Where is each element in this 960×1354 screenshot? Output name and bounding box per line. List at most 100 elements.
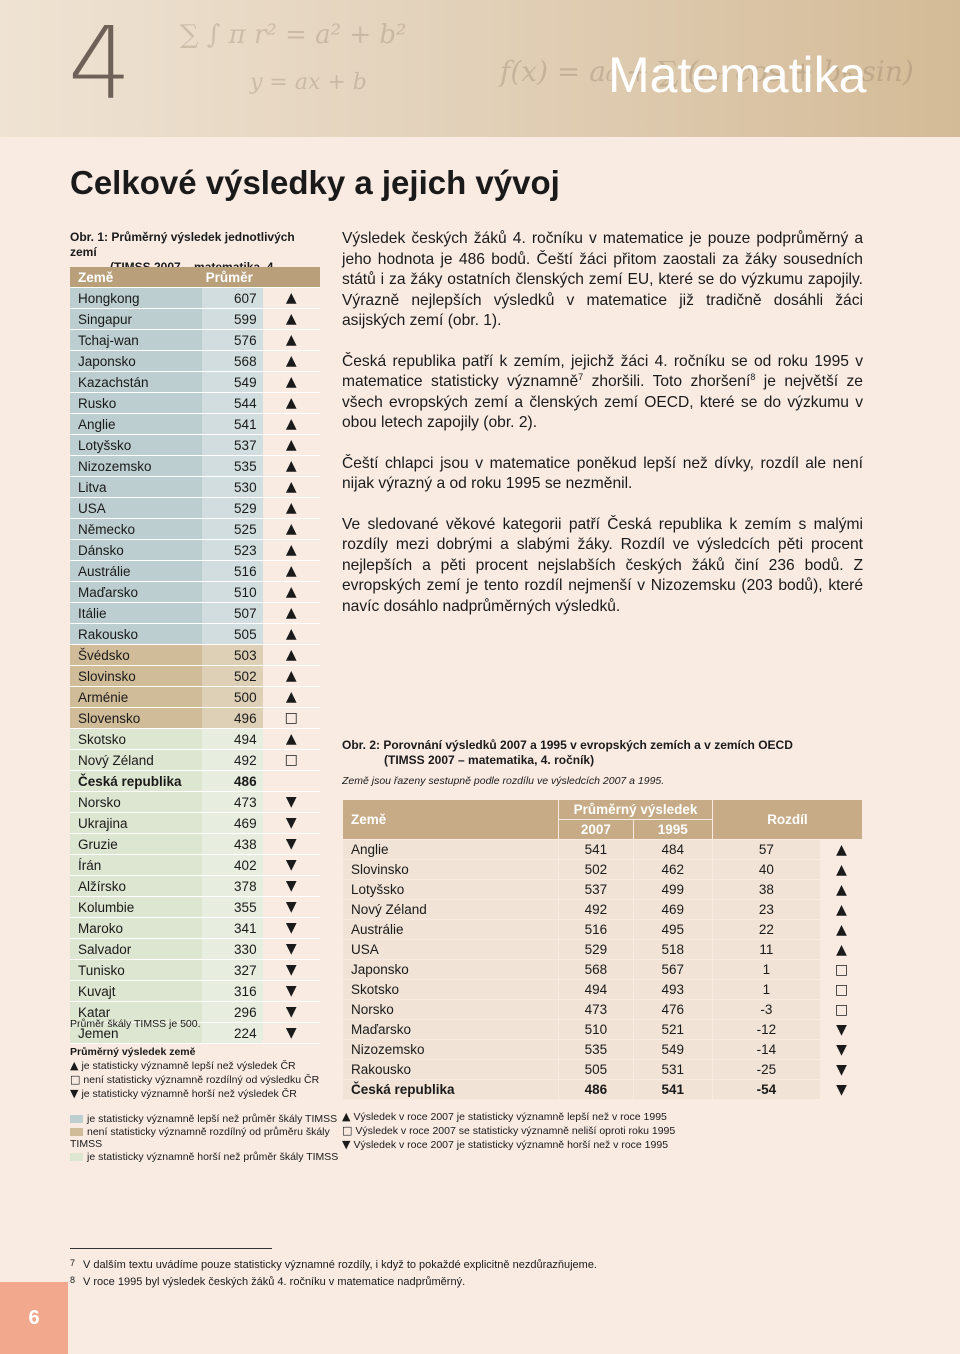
footnote-rule bbox=[70, 1248, 272, 1249]
column-header: 1995 bbox=[632, 819, 713, 840]
column-header bbox=[262, 267, 320, 288]
legend-text: Výsledek v roce 2007 se statisticky význ… bbox=[355, 1125, 676, 1137]
legend-text: není statisticky významně rozdílný od pr… bbox=[70, 1125, 330, 1151]
table-row: Rusko 544 ▲ bbox=[70, 392, 320, 414]
significance-symbol: □ bbox=[262, 749, 320, 771]
legend-symbol: □ bbox=[70, 1073, 81, 1086]
significance-symbol: ▲ bbox=[262, 329, 320, 351]
country: Jemen bbox=[70, 1022, 203, 1044]
table-row: Tchaj-wan 576 ▲ bbox=[70, 329, 320, 351]
country: Česká republika bbox=[341, 1079, 560, 1100]
country: Lotyšsko bbox=[70, 434, 203, 456]
table-row: Česká republika 486 bbox=[70, 770, 320, 792]
difference: 22 bbox=[711, 919, 821, 940]
text: Ve sledované věkové kategorii patří Česk… bbox=[342, 515, 863, 615]
table-row: USA 529 518 11 ▲ bbox=[341, 939, 864, 960]
legend-text: je statisticky významně horší než výsled… bbox=[81, 1088, 297, 1100]
figure2-note: Země jsou řazeny sestupně podle rozdílu … bbox=[342, 775, 665, 787]
footnote: 8 V roce 1995 byl výsledek českých žáků 4… bbox=[70, 1273, 597, 1290]
difference: 57 bbox=[711, 839, 821, 860]
score: 402 bbox=[202, 854, 263, 876]
legend-item: ▼ je statisticky významně horší než výsle… bbox=[70, 1087, 350, 1101]
significance-symbol: □ bbox=[262, 707, 320, 729]
significance-symbol: ▲ bbox=[262, 392, 320, 414]
country: Nový Zéland bbox=[70, 749, 203, 771]
figure2-caption: Obr. 2: Porovnání výsledků 2007 a 1995 v… bbox=[342, 738, 863, 788]
legend-text: je statisticky významně horší než průměr… bbox=[87, 1150, 339, 1163]
table-row: Norsko 473 476 -3 □ bbox=[341, 999, 864, 1020]
column-header: Průměr bbox=[202, 267, 263, 288]
table-row: Ukrajina 469 ▼ bbox=[70, 812, 320, 834]
significance-symbol: ▼ bbox=[819, 1079, 864, 1100]
country: Norsko bbox=[341, 999, 560, 1020]
legend-text: je statisticky významně lepší než průměr… bbox=[87, 1113, 338, 1125]
country: Ukrajina bbox=[70, 812, 203, 834]
score: 530 bbox=[202, 476, 263, 498]
column-header: Země bbox=[341, 799, 560, 840]
country: Litva bbox=[70, 476, 203, 498]
legend-swatch bbox=[70, 1152, 83, 1161]
score: 330 bbox=[202, 938, 263, 960]
country: Česká republika bbox=[70, 770, 203, 792]
table-row: USA 529 ▲ bbox=[70, 497, 320, 519]
legend-title: Průměrný výsledek země bbox=[70, 1046, 196, 1058]
country: Tunisko bbox=[70, 959, 203, 981]
significance-symbol: ▲ bbox=[262, 287, 320, 309]
significance-symbol: ▲ bbox=[262, 518, 320, 540]
text: Česká republika patří k zemím, jejichž ž… bbox=[342, 352, 863, 391]
legend-swatch bbox=[70, 1127, 83, 1136]
score: 502 bbox=[202, 665, 263, 687]
table-row: Jemen 224 ▼ bbox=[70, 1022, 320, 1044]
table-row: Rakousko 505 531 -25 ▼ bbox=[341, 1059, 864, 1080]
legend-item: ▼ Výsledek v roce 2007 je statisticky výz… bbox=[342, 1138, 863, 1152]
table-row: Gruzie 438 ▼ bbox=[70, 833, 320, 855]
score-2007: 505 bbox=[558, 1059, 634, 1080]
country: Japonsko bbox=[341, 959, 560, 980]
legend-text: Výsledek v roce 2007 je statisticky význ… bbox=[353, 1111, 667, 1123]
significance-symbol: ▲ bbox=[262, 560, 320, 582]
significance-symbol: ▼ bbox=[262, 980, 320, 1002]
country: Slovensko bbox=[70, 707, 203, 729]
footnote-ref: 8 bbox=[750, 371, 756, 382]
significance-symbol: ▲ bbox=[262, 728, 320, 750]
score: 537 bbox=[202, 434, 263, 456]
score: 224 bbox=[202, 1022, 263, 1044]
difference: 1 bbox=[711, 959, 821, 980]
country: Salvador bbox=[70, 938, 203, 960]
significance-symbol: ▲ bbox=[819, 899, 864, 920]
table-row: Tunisko 327 ▼ bbox=[70, 959, 320, 981]
table-row: Nový Zéland 492 469 23 ▲ bbox=[341, 899, 864, 920]
table-row: Německo 525 ▲ bbox=[70, 518, 320, 540]
score: 516 bbox=[202, 560, 263, 582]
score-1995: 493 bbox=[632, 979, 713, 1000]
score-1995: 484 bbox=[632, 839, 713, 860]
table-row: Lotyšsko 537 499 38 ▲ bbox=[341, 879, 864, 900]
score-1995: 495 bbox=[632, 919, 713, 940]
legend-item: je statisticky významně lepší než průměr… bbox=[70, 1113, 350, 1126]
column-header: Průměrný výsledek bbox=[558, 799, 713, 820]
table-row: Írán 402 ▼ bbox=[70, 854, 320, 876]
significance-symbol: ▲ bbox=[262, 350, 320, 372]
significance-symbol: ▲ bbox=[262, 602, 320, 624]
footnote-number: 7 bbox=[70, 1258, 76, 1268]
country: Kolumbie bbox=[70, 896, 203, 918]
difference: -54 bbox=[711, 1079, 821, 1100]
significance-symbol: ▲ bbox=[819, 919, 864, 940]
table-row: Itálie 507 ▲ bbox=[70, 602, 320, 624]
legend-item: není statisticky významně rozdílný od pr… bbox=[70, 1126, 350, 1151]
country: Japonsko bbox=[70, 350, 203, 372]
table-row: Dánsko 523 ▲ bbox=[70, 539, 320, 561]
country: Nizozemsko bbox=[70, 455, 203, 477]
paragraph: Česká republika patří k zemím, jejichž ž… bbox=[342, 352, 863, 434]
country: Dánsko bbox=[70, 539, 203, 561]
table-row: Skotsko 494 493 1 □ bbox=[341, 979, 864, 1000]
table-row: Skotsko 494 ▲ bbox=[70, 728, 320, 750]
country: Írán bbox=[70, 854, 203, 876]
significance-symbol: ▼ bbox=[262, 833, 320, 855]
country: Rakousko bbox=[341, 1059, 560, 1080]
table-row: Kazachstán 549 ▲ bbox=[70, 371, 320, 393]
significance-symbol: ▼ bbox=[262, 812, 320, 834]
caption-line: Obr. 1: Průměrný výsledek jednotlivých z… bbox=[70, 230, 295, 259]
difference: 40 bbox=[711, 859, 821, 880]
